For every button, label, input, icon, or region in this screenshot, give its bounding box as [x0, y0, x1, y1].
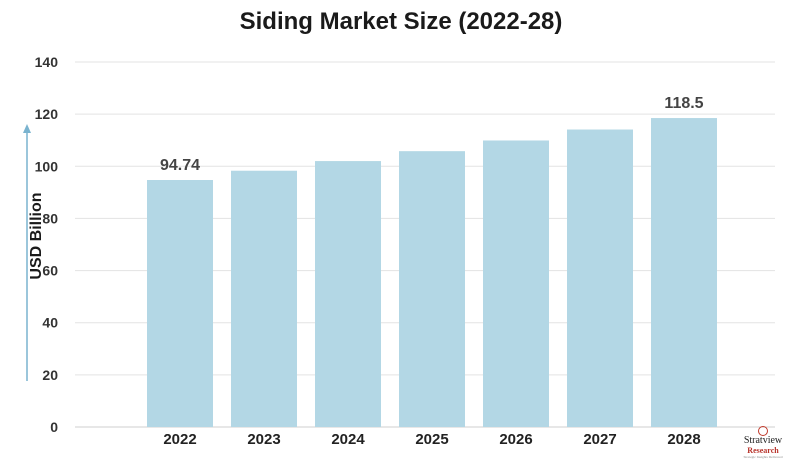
bar: [399, 151, 465, 427]
data-label: 118.5: [664, 95, 703, 112]
y-tick-label: 0: [50, 419, 58, 435]
x-tick-label: 2028: [667, 431, 700, 448]
y-axis-arrow: [23, 124, 31, 381]
logo-line2: Research: [747, 446, 779, 455]
y-tick-label: 60: [42, 263, 58, 279]
stratview-logo: Stratview Research Strategic Insights De…: [733, 423, 793, 459]
logo-target-icon: [758, 426, 768, 436]
y-tick-label: 80: [42, 210, 58, 226]
data-label: 94.74: [160, 157, 200, 174]
logo-tagline: Strategic Insights Delivered: [743, 455, 783, 459]
bar: [567, 129, 633, 427]
bar: [651, 118, 717, 427]
bar: [315, 161, 381, 428]
x-tick-label: 2023: [247, 431, 280, 448]
bar: [231, 170, 297, 428]
data-labels: 94.74 118.5: [160, 95, 704, 174]
chart-title: Siding Market Size (2022-28): [239, 8, 563, 35]
y-tick-label: 100: [35, 158, 59, 174]
logo-line1: Stratview: [743, 435, 783, 446]
y-tick-label: 140: [35, 54, 59, 70]
x-tick-label: 2024: [331, 431, 365, 448]
x-tick-labels: 2022 2023 2024 2025 2026 2027 2028: [163, 431, 700, 448]
x-tick-label: 2022: [163, 431, 196, 448]
axis-arrow-head: [23, 124, 31, 133]
x-tick-label: 2027: [583, 431, 616, 448]
y-tick-label: 120: [35, 106, 59, 122]
bars: [147, 118, 717, 428]
y-axis-label: USD Billion: [28, 192, 45, 280]
bar: [483, 140, 549, 427]
y-tick-label: 40: [42, 315, 58, 331]
y-tick-label: 20: [42, 367, 58, 383]
y-tick-labels: 0 20 40 60 80 100 120 140: [35, 54, 59, 435]
x-tick-label: 2026: [499, 431, 532, 448]
x-tick-label: 2025: [415, 431, 448, 448]
bar: [147, 179, 213, 427]
